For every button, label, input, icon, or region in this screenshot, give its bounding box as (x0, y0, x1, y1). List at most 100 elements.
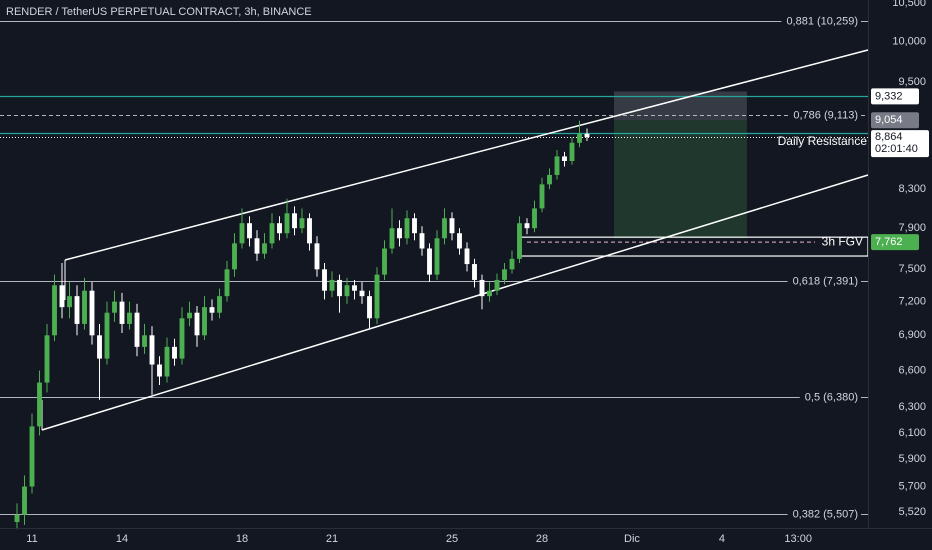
candle-body (532, 208, 537, 229)
candle-body (359, 290, 365, 297)
candle-body (562, 156, 567, 161)
y-tick-label: 10,000 (892, 36, 926, 48)
y-tick-label: 5,900 (898, 453, 926, 465)
candle-body (494, 279, 500, 291)
fib-label: 0,618 (7,391) (793, 275, 858, 287)
candle-body (314, 243, 320, 270)
candle-body (419, 233, 425, 249)
fib-label: 0,881 (10,259) (786, 15, 858, 27)
x-tick-label: 28 (536, 533, 548, 545)
candle-body (22, 486, 27, 515)
candle-body (547, 174, 552, 185)
candle-body (479, 279, 485, 297)
fib-label-bg (788, 108, 861, 123)
candle-body (149, 335, 155, 365)
price-tag (871, 130, 929, 158)
candle-body (52, 285, 57, 336)
x-tick-label: 25 (446, 533, 458, 545)
fib-label-bg (799, 390, 861, 405)
candle-body (172, 346, 177, 359)
candle-body (329, 279, 335, 291)
candle-body (269, 223, 275, 244)
candle-body (344, 285, 350, 297)
candle-body (509, 258, 515, 270)
candle-body (442, 218, 447, 239)
y-tick-label: 7,200 (898, 296, 926, 308)
fib-label: 0,382 (5,507) (793, 508, 858, 520)
fvg-label: 3h FGV (822, 234, 863, 248)
x-tick-label: 11 (26, 533, 37, 545)
y-tick-label: 9,500 (898, 76, 926, 88)
candle-body (254, 238, 260, 254)
candle-body (374, 274, 380, 319)
candle-body (554, 156, 560, 175)
candle-body (337, 279, 342, 297)
candle-body (502, 269, 507, 280)
x-tick-label: 13:00 (784, 533, 812, 545)
price-tag-label: 9,332 (875, 90, 903, 102)
candle-body (389, 228, 395, 249)
y-tick-label: 6,300 (898, 401, 926, 413)
candle-body (464, 248, 470, 265)
y-tick-label: 5,520 (898, 506, 926, 518)
candle-body (179, 318, 185, 359)
candle-body (457, 233, 462, 249)
x-tick-label: 21 (326, 533, 338, 545)
candle-body (224, 269, 230, 297)
candle-body (217, 296, 222, 313)
candle-body (82, 290, 87, 324)
fib-label-bg (781, 14, 861, 29)
candle-body (569, 142, 575, 161)
candle-body (472, 264, 477, 280)
y-tick-label: 6,600 (898, 364, 926, 376)
candle-body (539, 184, 545, 209)
y-tick-label: 7,900 (898, 222, 926, 234)
resistance-label: Daily Resistance (778, 134, 868, 148)
candle-body (524, 223, 530, 229)
candle-body (322, 269, 327, 291)
candle-body (37, 382, 42, 427)
candle-body (164, 346, 170, 377)
candle-body (299, 218, 305, 229)
channel-upper (64, 49, 869, 261)
candle-body (367, 296, 372, 319)
candle-body (397, 228, 402, 239)
candle-body (449, 218, 455, 234)
candle-body (14, 514, 20, 523)
candle-body (487, 290, 492, 297)
layer-front: 0,881 (10,259) 0,786 (9,113) 0,618 (7,391)… (14, 14, 929, 530)
candle-body (97, 335, 102, 359)
countdown-label: 02:01:40 (875, 143, 918, 155)
candle-body (232, 243, 237, 270)
candle-body (427, 248, 432, 275)
x-tick-label: 18 (236, 533, 248, 545)
candle-body (74, 296, 80, 324)
candle-body (277, 223, 282, 234)
candle-body (352, 285, 357, 291)
candle-body (157, 364, 162, 377)
candle-body (382, 248, 387, 275)
price-tag (871, 112, 919, 129)
fib-label: 0,786 (9,113) (793, 109, 858, 121)
x-tick-label: 4 (719, 533, 725, 545)
x-tick-label: Dic (624, 533, 640, 545)
candle-body (142, 335, 147, 347)
chart-title: RENDER / TetherUS PERPETUAL CONTRACT, 3h… (6, 6, 312, 18)
candle-body (194, 312, 200, 336)
price-tag-label: 9,054 (875, 114, 903, 126)
candle-body (104, 312, 110, 359)
candle-body (89, 290, 95, 336)
candle-body (59, 285, 65, 308)
candle-body (239, 223, 245, 244)
candle-body (412, 218, 417, 234)
candle-body (134, 312, 140, 347)
candle-body (584, 133, 590, 138)
candle-body (202, 307, 207, 336)
candle-body (517, 223, 522, 259)
candle-body (307, 218, 312, 244)
y-tick-label: 5,700 (898, 480, 926, 492)
candle-body (284, 213, 290, 234)
